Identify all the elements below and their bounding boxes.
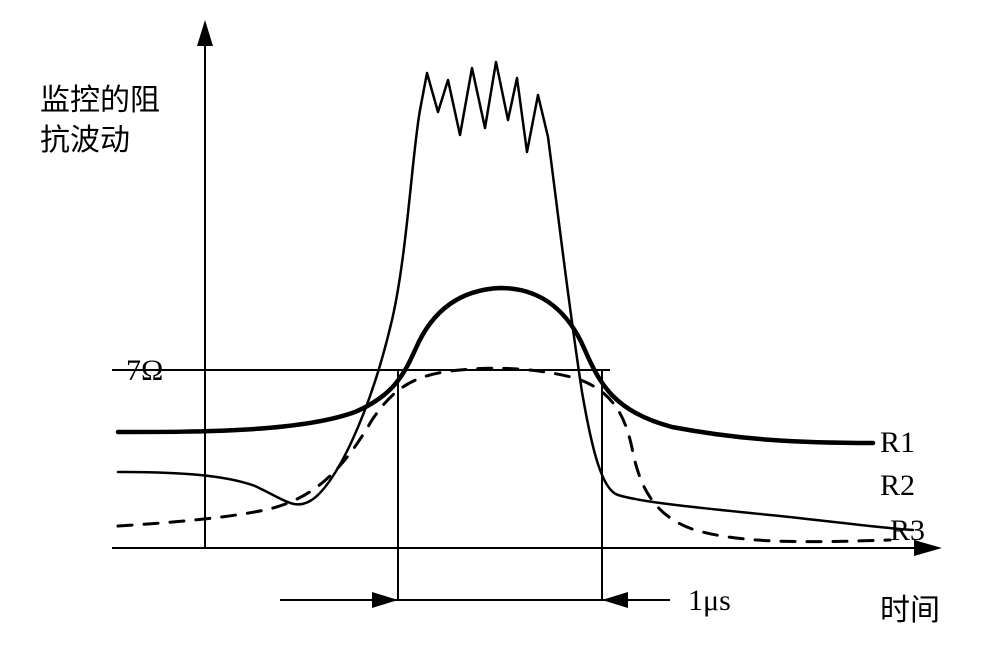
series-label-r2: R2 (880, 469, 915, 502)
y-axis-label-line1: 监控的阻 (40, 84, 160, 117)
y-axis-label-line2: 抗波动 (40, 124, 130, 157)
y-tick-label: 7Ω (126, 354, 163, 387)
impedance-chart: 监控的阻 抗波动 7Ω R1 R2 R3 时间 1μs (0, 0, 1000, 657)
span-arrow-right (602, 592, 628, 608)
x-axis-label: 时间 (880, 594, 940, 627)
chart-svg: 监控的阻 抗波动 7Ω R1 R2 R3 时间 1μs (0, 0, 1000, 657)
span-label: 1μs (688, 584, 731, 617)
curve-r2 (118, 62, 913, 530)
series-label-r3: R3 (890, 514, 925, 547)
curve-r1 (118, 288, 873, 443)
y-axis-arrow (197, 20, 213, 46)
series-label-r1: R1 (880, 426, 915, 459)
span-arrow-left (372, 592, 398, 608)
